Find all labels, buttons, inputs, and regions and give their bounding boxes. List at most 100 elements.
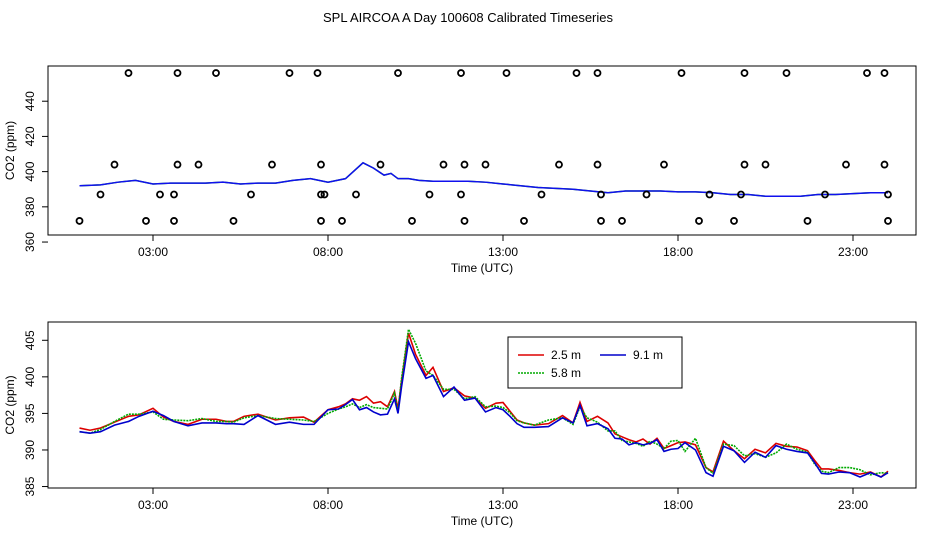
top-scatter-point [124, 69, 133, 77]
top-scatter-point [75, 217, 84, 225]
bottom-x-tick-label: 13:00 [488, 498, 518, 512]
top-panel: 03:00 08:00 13:00 18:00 23:00 360 380 400 420 440… [3, 65, 917, 275]
top-scatter-point [842, 160, 850, 169]
top-y-tick-label: 420 [23, 126, 37, 146]
top-scatter-point [555, 160, 563, 169]
top-scatter-point [460, 160, 469, 169]
bottom-x-tick-label: 08:00 [313, 498, 343, 512]
top-scatter-point [502, 69, 511, 77]
top-scatter-point [320, 190, 329, 199]
bottom-legend: 2.5 m 9.1 m 5.8 m [507, 336, 683, 389]
figure-title: SPL AIRCOA A Day 100608 Calibrated Times… [323, 10, 614, 25]
bottom-series-58m [79, 326, 889, 476]
bottom-legend-label: 2.5 m [551, 348, 581, 362]
bottom-x-tick-label: 03:00 [138, 498, 168, 512]
bottom-y-tick-label: 395 [23, 403, 37, 423]
top-y-tick-label: 400 [23, 161, 37, 181]
bottom-legend-label: 5.8 m [551, 366, 581, 380]
top-scatter-point [880, 160, 889, 169]
top-scatter-point [520, 217, 528, 225]
top-scatter-point [821, 190, 829, 199]
top-scatter-point [142, 217, 150, 225]
bottom-panel: 03:00 08:00 13:00 18:00 23:00 385 390 395 400 405… [3, 321, 917, 528]
top-scatter-point [96, 190, 105, 199]
bottom-plot-area [79, 326, 889, 478]
top-scatter-point [170, 217, 178, 225]
bottom-y-tick-label: 390 [23, 440, 37, 460]
bottom-series-91m [79, 338, 889, 478]
top-scatter-point [642, 190, 651, 199]
bottom-x-axis-label: Time (UTC) [451, 514, 513, 528]
top-y-tick-label: 440 [23, 91, 37, 111]
top-scatter-point [394, 69, 402, 77]
top-scatter-point [317, 217, 325, 225]
bottom-series-25m [79, 332, 889, 478]
top-scatter-point [695, 217, 703, 225]
bottom-plot-frame [47, 321, 917, 489]
top-scatter-point [173, 69, 182, 77]
top-scatter-point [740, 160, 749, 169]
bottom-x-tick-label: 23:00 [838, 498, 868, 512]
bottom-y-axis-label: CO2 (ppm) [3, 375, 17, 434]
top-x-tick-label: 13:00 [488, 245, 518, 259]
top-scatter-point [110, 160, 119, 169]
bottom-y-tick-label: 400 [23, 367, 37, 387]
top-scatter-point [884, 217, 892, 225]
top-scatter-point [593, 160, 602, 169]
top-scatter-point [597, 190, 605, 199]
bottom-legend-label: 9.1 m [633, 348, 663, 362]
top-plot-frame [47, 65, 917, 236]
top-scatter-point [212, 69, 220, 77]
top-scatter-point [737, 190, 745, 199]
top-scatter-point [677, 69, 686, 77]
top-plot-area [75, 69, 892, 225]
top-scatter-point [597, 217, 605, 225]
top-scatter-point [268, 160, 276, 169]
top-y-tick-label: 380 [23, 197, 37, 217]
top-x-tick-label: 03:00 [138, 245, 168, 259]
top-scatter-point [457, 190, 465, 199]
top-scatter-point [705, 190, 714, 199]
top-scatter-point [880, 69, 889, 77]
top-scatter-point [460, 217, 469, 225]
top-scatter-point [730, 217, 738, 225]
top-scatter-point [761, 160, 770, 169]
top-scatter-point [457, 69, 465, 77]
top-scatter-point [285, 69, 294, 77]
top-y-tick-label: 360 [23, 232, 37, 252]
top-scatter-point [247, 190, 255, 199]
top-scatter-point [170, 190, 178, 199]
top-scatter-point [884, 190, 892, 199]
top-scatter-point [537, 190, 546, 199]
top-scatter-point [317, 160, 325, 169]
top-series-line [79, 161, 888, 198]
top-scatter-point [338, 217, 346, 225]
bottom-x-tick-label: 18:00 [663, 498, 693, 512]
top-x-tick-label: 08:00 [313, 245, 343, 259]
top-scatter-point [863, 69, 871, 77]
bottom-legend-box [507, 336, 683, 389]
top-x-tick-label: 23:00 [838, 245, 868, 259]
top-x-axis-label: Time (UTC) [451, 261, 513, 275]
top-scatter-point [425, 190, 434, 199]
top-scatter-point [618, 217, 626, 225]
top-scatter-point [352, 190, 360, 199]
bottom-y-tick-label: 405 [23, 330, 37, 350]
top-scatter-point [376, 160, 385, 169]
top-scatter-point [782, 69, 791, 77]
top-x-tick-label: 18:00 [663, 245, 693, 259]
top-scatter-point [408, 217, 416, 225]
top-scatter-point [572, 69, 581, 77]
top-scatter-point [317, 190, 325, 199]
top-scatter-point [439, 160, 448, 169]
top-scatter-point [313, 69, 322, 77]
top-scatter-point [740, 69, 749, 77]
top-scatter-point [660, 160, 668, 169]
top-scatter-point [803, 217, 812, 225]
top-scatter-point [481, 160, 490, 169]
top-y-axis-label: CO2 (ppm) [3, 121, 17, 180]
top-scatter-point [194, 160, 203, 169]
bottom-y-tick-label: 385 [23, 476, 37, 496]
top-scatter-point [173, 160, 182, 169]
